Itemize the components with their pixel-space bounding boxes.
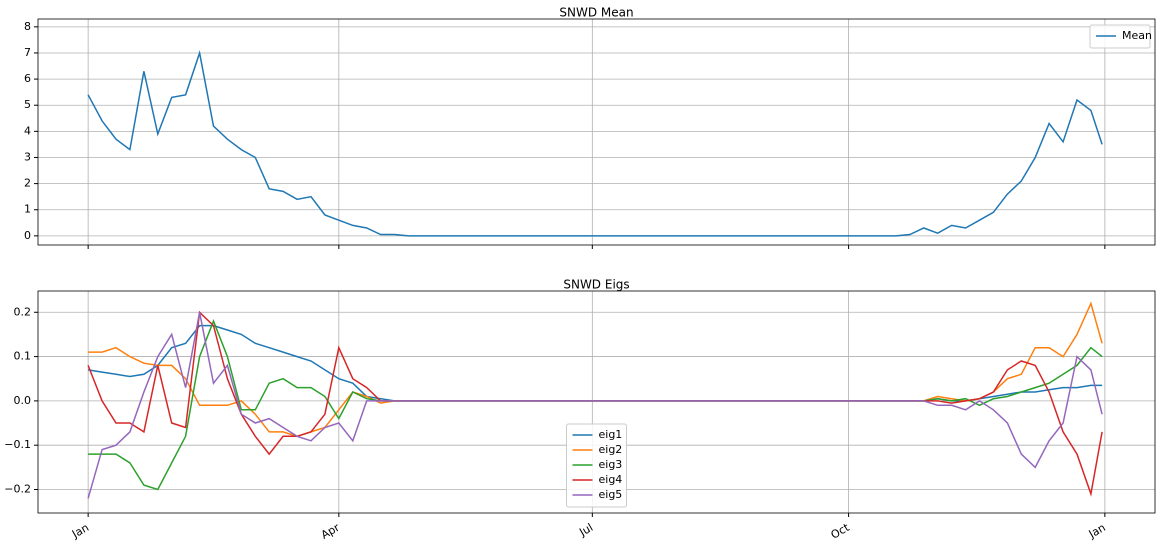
data-line: [88, 301, 1103, 438]
legend-label: eig3: [599, 458, 623, 471]
data-line: [87, 324, 1103, 402]
chart-title: SNWD Mean: [559, 6, 633, 20]
y-tick-label: −0.2: [4, 483, 31, 496]
x-tick-label: Apr: [319, 521, 342, 542]
y-tick-label: 0.2: [14, 305, 32, 318]
legend-box: [566, 423, 627, 508]
y-tick-label: 7: [24, 46, 31, 59]
y-tick-label: 6: [24, 72, 31, 85]
y-tick-label: 3: [24, 150, 31, 163]
legend-box: [1089, 24, 1151, 49]
x-tick-label: Oct: [829, 521, 853, 542]
y-tick-label: 0: [24, 229, 31, 242]
chart-title: SNWD Eigs: [563, 278, 629, 292]
legend-label: eig1: [599, 428, 623, 441]
y-tick-label: 5: [24, 98, 31, 111]
y-tick-label: 4: [24, 124, 31, 137]
data-line: [87, 50, 1103, 237]
data-line: [87, 312, 1103, 499]
y-tick-label: 0.0: [14, 394, 32, 407]
y-tick-label: 1: [24, 203, 31, 216]
y-tick-label: 8: [24, 20, 31, 33]
legend-label: Mean: [1122, 29, 1152, 42]
y-tick-label: −0.1: [4, 438, 31, 451]
x-tick-label: Jul: [576, 521, 595, 539]
legend-label: eig4: [599, 473, 623, 486]
legend-label: eig5: [599, 488, 623, 501]
y-tick-label: 2: [24, 177, 31, 190]
y-tick-label: 0.1: [14, 350, 32, 363]
legend-label: eig2: [599, 443, 623, 456]
x-tick-label: Jan: [69, 521, 91, 541]
x-tick-label: Jan: [1086, 521, 1108, 541]
plot-frame: [37, 290, 1156, 514]
plot-frame: [37, 18, 1156, 246]
